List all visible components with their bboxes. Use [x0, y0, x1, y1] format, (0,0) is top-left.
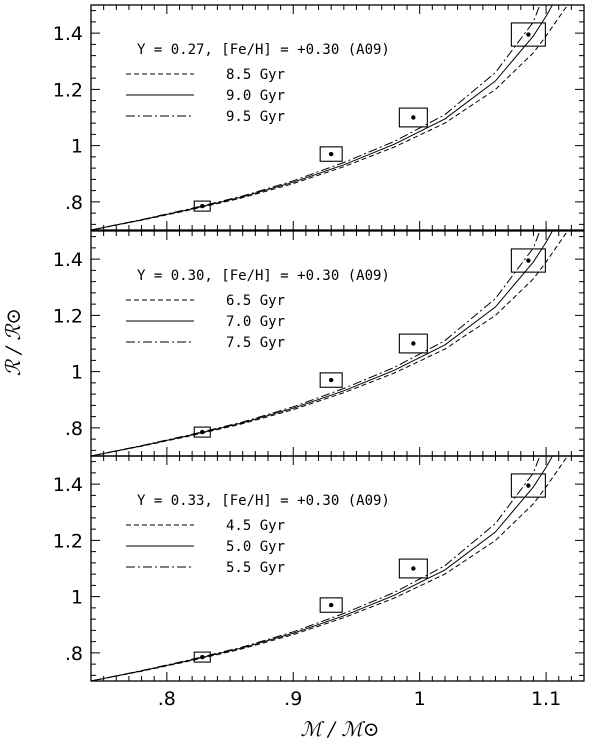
isochrone-5_5-Gyr [91, 456, 541, 681]
error-box [510, 22, 546, 47]
legend-title: Y = 0.33, [Fe/H] = +0.30 (A09) [137, 493, 390, 509]
isochrone-curves [91, 231, 569, 456]
panel-1: .8 1 1.2 1.4 Y = 0.27, [Fe/H] = +0.30 (A09) 8… [53, 4, 585, 231]
data-dot [200, 654, 205, 660]
legend-label: 7.5 Gyr [226, 335, 285, 351]
error-box [398, 333, 428, 354]
isochrone-9_5-Gyr [91, 5, 541, 230]
observation-point [398, 107, 428, 128]
panel-frame [90, 4, 585, 231]
x-tick-label: .9 [284, 688, 302, 710]
observation-point [193, 200, 211, 212]
legend-title: Y = 0.30, [Fe/H] = +0.30 (A09) [137, 268, 390, 284]
observation-point [193, 651, 211, 663]
panel-frame [90, 455, 585, 682]
observation-point [510, 22, 546, 47]
legend: Y = 0.33, [Fe/H] = +0.30 (A09) 4.5 Gyr 5.0… [126, 493, 390, 576]
legend-label: 5.0 Gyr [226, 539, 285, 555]
panels: .8 1 1.2 1.4 Y = 0.27, [Fe/H] = +0.30 (A09) 8… [53, 4, 585, 710]
data-dot [328, 151, 334, 157]
isochrone-4_5-Gyr [91, 456, 569, 681]
legend-label: 9.5 Gyr [226, 109, 285, 125]
y-tick-label: 1 [71, 587, 83, 609]
y-axis-title: ℛ / ℛ⊙ [1, 308, 25, 376]
y-tick-label: 1.2 [53, 530, 83, 552]
data-dot [526, 258, 531, 263]
error-box [193, 200, 211, 212]
observation-point [510, 248, 546, 273]
legend-label: 9.0 Gyr [226, 88, 285, 104]
y-tick-label: 1 [71, 362, 83, 384]
data-dot [200, 429, 205, 435]
y-tick-label: .8 [65, 643, 83, 665]
legend-label: 4.5 Gyr [226, 518, 285, 534]
isochrone-6_5-Gyr [91, 231, 569, 456]
error-box [319, 146, 343, 162]
data-dot [328, 602, 334, 608]
data-dot [526, 32, 531, 37]
observation-point [319, 372, 343, 388]
y-tick-label: 1.4 [53, 249, 83, 271]
error-box [510, 473, 546, 498]
error-box [193, 651, 211, 663]
error-box [319, 597, 343, 613]
legend: Y = 0.30, [Fe/H] = +0.30 (A09) 6.5 Gyr 7.0… [126, 268, 390, 351]
legend-title: Y = 0.27, [Fe/H] = +0.30 (A09) [137, 42, 390, 58]
isochrone-curves [91, 5, 569, 230]
x-tick-label: 1.1 [531, 688, 561, 710]
observation-point [510, 473, 546, 498]
isochrone-8_5-Gyr [91, 5, 569, 230]
legend-label: 6.5 Gyr [226, 293, 285, 309]
legend-label: 8.5 Gyr [226, 67, 285, 83]
y-tick-label: 1.4 [53, 23, 83, 45]
observation-point [193, 426, 211, 438]
isochrone-7_5-Gyr [91, 231, 541, 456]
y-tick-label: 1 [71, 136, 83, 158]
x-tick-label: 1 [414, 688, 426, 710]
data-dot [328, 377, 334, 383]
error-box [319, 372, 343, 388]
observation-point [319, 597, 343, 613]
isochrone-9_0-Gyr [91, 5, 553, 230]
y-tick-label: 1.4 [53, 474, 83, 496]
isochrone-curves [91, 456, 569, 681]
legend: Y = 0.27, [Fe/H] = +0.30 (A09) 8.5 Gyr 9.0… [126, 42, 390, 125]
legend-label: 7.0 Gyr [226, 314, 285, 330]
x-axis-title: ℳ / ℳ⊙ [301, 717, 380, 741]
observation-point [398, 333, 428, 354]
panel-frame [90, 230, 585, 457]
panel-2: .8 1 1.2 1.4 Y = 0.30, [Fe/H] = +0.30 (A09) 6… [53, 230, 585, 457]
error-box [193, 426, 211, 438]
y-tick-label: 1.2 [53, 79, 83, 101]
error-box [398, 558, 428, 579]
isochrone-7_0-Gyr [91, 231, 553, 456]
x-tick-label: .8 [158, 688, 176, 710]
data-dot [526, 483, 531, 488]
isochrone-5_0-Gyr [91, 456, 553, 681]
panel-3: .8 1 1.2 1.4 .8 .9 1 1.1 Y = 0.33, [Fe/H] = +0.3… [53, 455, 585, 710]
observation-point [319, 146, 343, 162]
error-box [510, 248, 546, 273]
y-tick-label: .8 [65, 192, 83, 214]
observation-point [398, 558, 428, 579]
data-dot [200, 203, 205, 209]
data-dot [411, 115, 416, 120]
y-tick-label: 1.2 [53, 305, 83, 327]
legend-label: 5.5 Gyr [226, 560, 285, 576]
data-dot [411, 341, 416, 346]
y-tick-label: .8 [65, 418, 83, 440]
data-dot [411, 566, 416, 571]
error-box [398, 107, 428, 128]
